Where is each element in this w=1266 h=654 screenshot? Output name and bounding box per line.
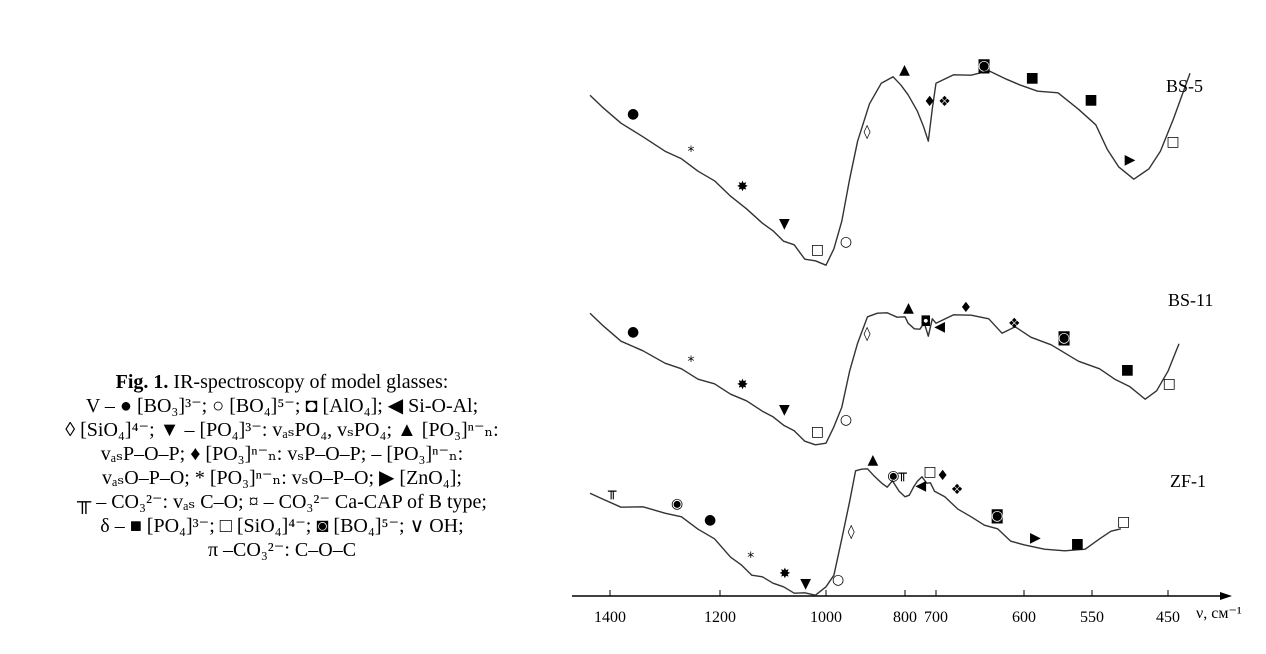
band-marker: *	[688, 144, 695, 160]
band-marker: ◀	[915, 478, 926, 494]
band-marker: ◙	[977, 58, 991, 74]
x-axis: 1400 1200 1000 800 700 600 550 450 ν, см⁻¹	[572, 590, 1242, 626]
caption-legend-line: ◊ [SiO₄]⁴⁻; ▼ – [PO₄]³⁻: vₐₛPO₄, vₛPO₄; …	[65, 419, 499, 441]
caption-legend-line: ╥ – CO₃²⁻: vₐₛ C–O; ¤ – CO₃²⁻ Ca-CAP of …	[77, 491, 487, 513]
x-tick-label: 600	[1012, 609, 1036, 626]
band-marker: ✸	[737, 377, 749, 393]
band-marker: ●	[627, 324, 639, 340]
band-marker: *	[688, 354, 695, 370]
band-marker: □	[1117, 514, 1130, 530]
x-axis-arrow	[1220, 592, 1232, 600]
band-marker: ■	[1071, 536, 1084, 552]
series-label: BS-5	[1166, 76, 1203, 96]
band-marker: ▶	[1030, 530, 1041, 546]
x-tick-label: 1200	[704, 609, 736, 626]
band-marker: ▲	[903, 300, 914, 316]
caption-title: Fig. 1.	[115, 371, 169, 393]
band-marker: ●	[627, 106, 639, 122]
band-marker: ■	[1084, 92, 1097, 108]
series-bs-11: ● * ✸ ▼ □ ○ ◊ ▲ ◘ ◀ ♦ ❖ ◙ ■ □ BS-11	[589, 290, 1213, 446]
figure-caption: Fig. 1. IR-spectroscopy of model glasses…	[0, 370, 564, 562]
caption-legend-line: π –CO₃²⁻: C–O–C	[207, 539, 357, 561]
band-marker: □	[1166, 134, 1179, 150]
band-marker: ✸	[779, 566, 791, 582]
band-marker: ❖	[1008, 316, 1021, 332]
band-marker: ❖	[951, 482, 964, 498]
band-marker: ◉	[887, 468, 899, 484]
x-axis-label: ν, см⁻¹	[1196, 605, 1242, 622]
band-marker: □	[811, 242, 824, 258]
series-bs-5: ● * ✸ ▼ □ ○ ◊ ▲ ♦ ❖ ◙ ■ ■ ▶ □ BS-5	[589, 58, 1203, 266]
band-marker: ◙	[1057, 330, 1071, 346]
band-marker: ▼	[800, 576, 811, 592]
band-marker: ◊	[848, 524, 855, 540]
band-marker: ◘	[920, 314, 931, 330]
band-marker: ❖	[938, 94, 951, 110]
band-marker: ◊	[864, 124, 871, 140]
x-tick-label: 550	[1080, 609, 1104, 626]
series-label: ZF-1	[1170, 471, 1206, 491]
band-marker: ▼	[779, 402, 790, 418]
band-marker: ╥	[897, 466, 907, 482]
band-marker: ▲	[899, 62, 910, 78]
band-marker: ○	[840, 234, 852, 250]
caption-title-line: Fig. 1. IR-spectroscopy of model glasses…	[0, 370, 564, 394]
x-tick-label: 1400	[594, 609, 626, 626]
band-marker: ○	[840, 412, 852, 428]
caption-title-rest: IR-spectroscopy of model glasses:	[168, 371, 449, 393]
series-label: BS-11	[1168, 290, 1213, 310]
band-marker: ▼	[779, 216, 790, 232]
band-marker: ◉	[671, 496, 683, 512]
spectrum-line	[589, 468, 1122, 596]
band-marker: ♦	[923, 94, 936, 110]
caption-legend-line: V – ● [BO₃]³⁻; ○ [BO₄]⁵⁻; ◘ [AlO₄]; ◀ Si…	[85, 395, 479, 417]
band-marker: □	[923, 464, 936, 480]
band-marker: □	[1163, 376, 1176, 392]
spectrum-line	[589, 70, 1191, 266]
x-tick-label: 1000	[810, 609, 842, 626]
band-marker: ◊	[864, 326, 871, 342]
band-marker: ◙	[990, 508, 1004, 524]
x-tick-label: 800	[893, 609, 917, 626]
band-marker: ■	[1121, 362, 1134, 378]
caption-legend-line: vₐₛP–O–P; ♦ [PO₃]ⁿ⁻ₙ: vₛP–O–P; – [PO₃]ⁿ⁻…	[100, 443, 464, 465]
x-tick-label: 450	[1156, 609, 1180, 626]
series-zf-1: ╥◉●*✸▼ ○◊▲◉╥◀□ ♦❖◙▶ ■□ZF-1	[589, 452, 1206, 596]
band-marker: ✸	[737, 179, 749, 195]
band-marker: ♦	[936, 468, 949, 484]
x-tick-label: 700	[924, 609, 948, 626]
band-marker: □	[811, 424, 824, 440]
band-marker: ▲	[868, 452, 879, 468]
band-marker: ■	[1026, 70, 1039, 86]
band-marker: ●	[704, 512, 716, 528]
band-marker: ◀	[934, 319, 945, 335]
band-marker: ○	[832, 572, 844, 588]
caption-legend-line: vₐₛO–P–O; * [PO₃]ⁿ⁻ₙ: vₛO–P–O; ▶ [ZnO₄];	[102, 467, 462, 489]
spectrum-line	[589, 312, 1180, 446]
caption-legend-line: δ – ■ [PO₄]³⁻; □ [SiO₄]⁴⁻; ◙ [BO₄]⁵⁻; ∨ …	[100, 515, 464, 537]
band-marker: ╥	[607, 484, 617, 500]
band-marker: ▶	[1125, 152, 1136, 168]
band-marker: ♦	[960, 300, 973, 316]
band-marker: *	[747, 550, 754, 566]
